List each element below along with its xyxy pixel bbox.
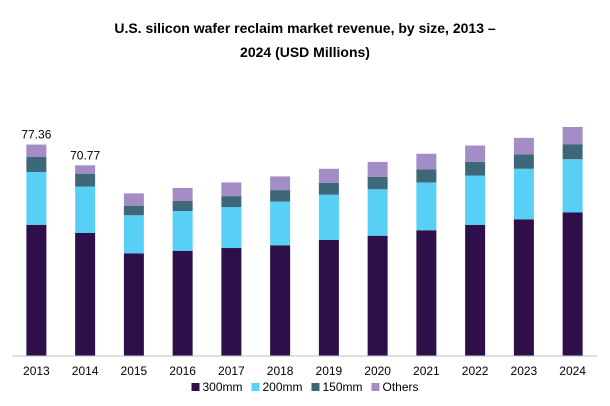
legend-item-200mm: 200mm — [251, 380, 303, 394]
bar-300mm-2020 — [367, 235, 388, 356]
bar-200mm-2017 — [221, 207, 242, 249]
x-axis-ticks: 2013 2014 2015 2016 2017 2018 2019 2020 2021 2022… — [23, 364, 586, 378]
legend-swatch-200mm — [251, 383, 260, 391]
x-tick-label-2022: 2022 — [462, 364, 489, 378]
bar-others-2013 — [26, 144, 47, 158]
data-label-2014: 70.77 — [70, 148, 100, 162]
bar-150mm-2015 — [123, 205, 144, 216]
x-tick-label-2021: 2021 — [413, 364, 440, 378]
x-tick-label-2023: 2023 — [511, 364, 538, 378]
bar-200mm-2014 — [75, 186, 96, 233]
chart-title-line-1: U.S. silicon wafer reclaim market revenu… — [114, 20, 496, 36]
bar-others-2021 — [416, 153, 437, 170]
x-tick-label-2019: 2019 — [316, 364, 343, 378]
legend-swatch-150mm — [311, 383, 320, 391]
x-tick-label-2014: 2014 — [72, 364, 99, 378]
bar-300mm-2018 — [270, 245, 291, 356]
chart-title: U.S. silicon wafer reclaim market revenu… — [0, 16, 610, 64]
x-tick-label-2017: 2017 — [218, 364, 245, 378]
x-tick-label-2024: 2024 — [559, 364, 586, 378]
legend-item-150mm: 150mm — [311, 380, 363, 394]
bar-300mm-2015 — [123, 253, 144, 356]
data-labels: 77.36 70.77 — [21, 128, 100, 163]
bar-others-2015 — [123, 193, 144, 206]
legend-label-300mm: 300mm — [203, 380, 243, 394]
legend: 300mm 200mm 150mm Others — [191, 380, 419, 394]
bar-others-2017 — [221, 182, 242, 197]
bar-200mm-2021 — [416, 182, 437, 231]
bar-200mm-2019 — [318, 194, 339, 240]
bar-300mm-2023 — [513, 219, 534, 356]
x-tick-label-2015: 2015 — [121, 364, 148, 378]
bar-150mm-2018 — [270, 190, 291, 202]
bar-others-2016 — [172, 187, 193, 202]
bar-200mm-2022 — [465, 175, 486, 225]
legend-label-others: Others — [383, 380, 419, 394]
chart-title-line-2: 2024 (USD Millions) — [240, 44, 370, 60]
bar-150mm-2016 — [172, 201, 193, 212]
bar-300mm-2017 — [221, 248, 242, 356]
bar-others-2023 — [513, 137, 534, 155]
bar-others-2020 — [367, 161, 388, 177]
legend-label-150mm: 150mm — [323, 380, 363, 394]
legend-item-others: Others — [371, 380, 419, 394]
data-label-2013: 77.36 — [21, 128, 51, 142]
legend-swatch-others — [371, 383, 380, 391]
bar-others-2022 — [465, 145, 486, 162]
bar-200mm-2020 — [367, 189, 388, 236]
bar-others-2018 — [270, 176, 291, 191]
bar-150mm-2024 — [562, 144, 583, 160]
bar-200mm-2018 — [270, 201, 291, 246]
bar-150mm-2019 — [318, 182, 339, 195]
bar-300mm-2016 — [172, 250, 193, 356]
bar-others-2019 — [318, 168, 339, 183]
bar-150mm-2014 — [75, 173, 96, 187]
bar-300mm-2021 — [416, 230, 437, 356]
bar-300mm-2014 — [75, 233, 96, 356]
bar-300mm-2019 — [318, 239, 339, 356]
bar-others-2014 — [75, 165, 96, 174]
bar-200mm-2015 — [123, 215, 144, 254]
bar-others-2024 — [562, 126, 583, 145]
bar-200mm-2013 — [26, 172, 47, 225]
bar-150mm-2017 — [221, 196, 242, 208]
x-tick-label-2016: 2016 — [169, 364, 196, 378]
legend-label-200mm: 200mm — [263, 380, 303, 394]
x-tick-label-2018: 2018 — [267, 364, 294, 378]
bar-150mm-2023 — [513, 154, 534, 169]
legend-swatch-300mm — [191, 383, 200, 391]
bar-200mm-2016 — [172, 211, 193, 251]
bar-200mm-2023 — [513, 168, 534, 220]
bar-150mm-2020 — [367, 176, 388, 190]
bar-300mm-2024 — [562, 212, 583, 356]
legend-item-300mm: 300mm — [191, 380, 243, 394]
x-tick-label-2013: 2013 — [23, 364, 50, 378]
x-tick-label-2020: 2020 — [364, 364, 391, 378]
bar-300mm-2022 — [465, 224, 486, 356]
bar-150mm-2022 — [465, 161, 486, 176]
bars-group — [26, 126, 583, 356]
bar-150mm-2013 — [26, 157, 47, 173]
bar-300mm-2013 — [26, 224, 47, 356]
bar-150mm-2021 — [416, 169, 437, 183]
bar-200mm-2024 — [562, 159, 583, 213]
